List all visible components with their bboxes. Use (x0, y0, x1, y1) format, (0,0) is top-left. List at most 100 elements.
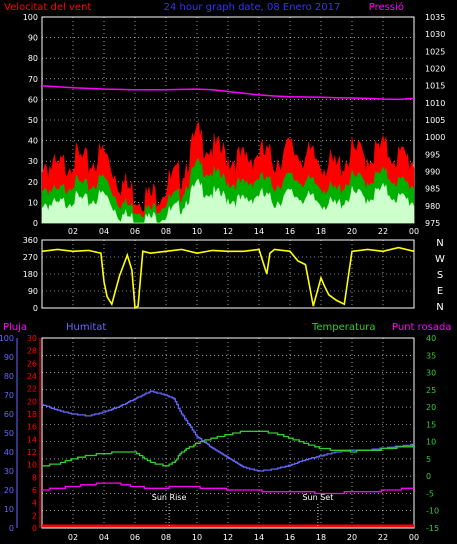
dir-y-tick: 270 (23, 253, 38, 262)
temp-x-tick: 06 (130, 533, 140, 542)
wind_min-area (41, 178, 415, 224)
wind-y-tick: 50 (28, 116, 38, 125)
rain-y-tick: 2 (32, 511, 37, 520)
wind-x-tick: 16 (285, 227, 295, 236)
dewpoint-legend: Punt rosada (392, 322, 451, 333)
wind-x-tick: 18 (316, 227, 326, 236)
temp-x-tick: 02 (68, 533, 78, 542)
pressure-y-tick: 980 (425, 202, 440, 211)
humidity-y-tick: 40 (4, 448, 14, 457)
humidity-y-tick: 20 (4, 486, 14, 495)
rain-y-tick: 14 (27, 435, 37, 444)
direction-series (41, 246, 415, 310)
humidity-y-tick: 70 (4, 391, 14, 400)
humidity-legend: Humitat (66, 322, 106, 333)
pressure-label: Pressió (369, 1, 404, 13)
temp-x-tick: 22 (378, 533, 388, 542)
rain-y-tick: 30 (27, 334, 37, 343)
rain-y-tick: 12 (27, 448, 37, 457)
temperature-legend: Temperatura (311, 322, 376, 333)
wind-y-tick: 80 (28, 54, 38, 63)
wind-x-tick: 08 (161, 227, 171, 236)
direction-line (41, 246, 415, 310)
humidity-y-tick: 50 (4, 429, 14, 438)
rain-y-tick: 0 (32, 524, 37, 533)
temp-y-tick: 35 (426, 351, 436, 360)
rain-y-tick: 22 (27, 385, 37, 394)
pressure-y-tick: 1015 (425, 82, 445, 91)
temp-y-tick: 40 (426, 334, 436, 343)
wind-x-tick: 12 (223, 227, 233, 236)
temp-x-tick: 18 (316, 533, 326, 542)
humidity-y-tick: 80 (4, 372, 14, 381)
wind-y-tick: 0 (33, 219, 38, 228)
humidity-y-tick: 30 (4, 467, 14, 476)
pressure-y-tick: 1000 (425, 133, 445, 142)
compass-letter: E (437, 286, 443, 297)
temp-y-tick: 20 (426, 403, 436, 412)
humidity-y-tick: 10 (4, 505, 14, 514)
pressure-y-tick: 1010 (425, 99, 445, 108)
rain-y-tick: 18 (27, 410, 37, 419)
humidity-y-tick: 0 (9, 524, 14, 533)
pressure-y-tick: 975 (425, 219, 440, 228)
sun-rise-annotation: Sun Rise (152, 493, 187, 502)
rain-y-tick: 10 (27, 461, 37, 470)
temp-y-tick: 0 (426, 472, 431, 481)
wind-y-tick: 70 (28, 75, 38, 84)
wind-y-tick: 90 (28, 34, 38, 43)
dir-y-tick: 360 (23, 236, 38, 245)
wind-x-tick: 20 (347, 227, 357, 236)
temp-x-tick: 04 (99, 533, 109, 542)
wind-y-tick: 10 (28, 198, 38, 207)
pressure-y-tick: 985 (425, 185, 440, 194)
pressure-y-tick: 990 (425, 168, 440, 177)
temp-x-tick: 00 (409, 533, 419, 542)
dir-y-tick: 180 (23, 270, 38, 279)
wind-x-tick: 04 (99, 227, 109, 236)
wind-x-tick: 22 (378, 227, 388, 236)
axis-labels: 02 04 06 08 10 12 14 16 18 20 22 000102030405060708… (0, 13, 445, 542)
dir-y-tick: 0 (33, 304, 38, 313)
wind-y-tick: 40 (28, 137, 38, 146)
temp-y-tick: 30 (426, 369, 436, 378)
humidity-y-tick: 90 (4, 353, 14, 362)
temp-x-tick: 12 (223, 533, 233, 542)
rain-y-tick: 28 (27, 347, 37, 356)
humidity-y-tick: 100 (0, 334, 14, 343)
wind-x-tick: 10 (192, 227, 202, 236)
humidity-y-tick: 60 (4, 410, 14, 419)
compass-letter: N (436, 302, 443, 313)
wind-x-tick: 06 (130, 227, 140, 236)
pressure-y-tick: 995 (425, 150, 440, 159)
chart-title: 24 hour graph date, 08 Enero 2017 (164, 2, 341, 13)
dir-y-tick: 90 (28, 287, 38, 296)
rain-y-tick: 26 (27, 359, 37, 368)
sun-set-annotation: Sun Set (302, 493, 333, 502)
temp-y-tick: -10 (426, 507, 439, 516)
temp-series (42, 390, 414, 528)
pressure-y-tick: 1025 (425, 47, 445, 56)
wind-speed-label: Velocitat del vent (4, 2, 91, 13)
rain-y-tick: 20 (27, 397, 37, 406)
pressure-line (41, 84, 415, 101)
pressure-y-tick: 1035 (425, 13, 445, 22)
rain-y-tick: 8 (32, 473, 37, 482)
wind-y-tick: 100 (23, 13, 38, 22)
compass-letter: S (437, 270, 443, 281)
temp-x-tick: 16 (285, 533, 295, 542)
direction-grid (42, 239, 415, 309)
rain-legend: Pluja (3, 322, 27, 333)
wind-x-tick: 00 (409, 227, 419, 236)
rain-y-tick: 24 (27, 372, 37, 381)
rain-y-tick: 16 (27, 423, 37, 432)
compass-letter: N (436, 238, 443, 249)
dewpoint-line (42, 482, 414, 495)
temp-x-tick: 20 (347, 533, 357, 542)
temp-y-tick: -5 (426, 489, 434, 498)
wind-x-tick: 14 (254, 227, 264, 236)
wind-series (41, 84, 415, 224)
wind-y-tick: 20 (28, 178, 38, 187)
temp-x-tick: 14 (254, 533, 264, 542)
